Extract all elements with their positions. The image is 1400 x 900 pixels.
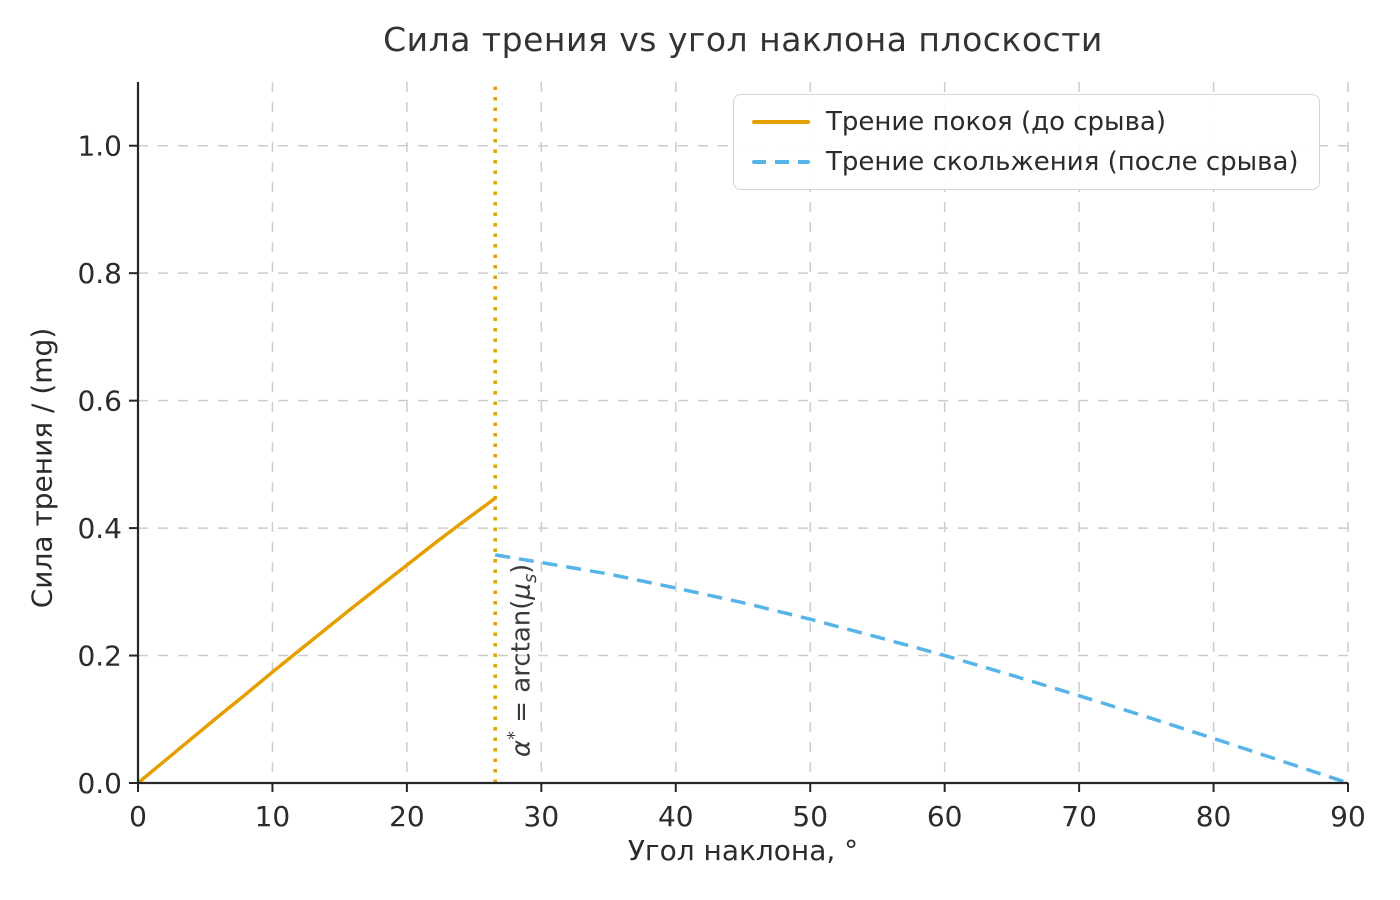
y-tick-label: 0.6 <box>77 385 122 418</box>
legend: Трение покоя (до срыва) Трение скольжени… <box>733 94 1320 190</box>
x-tick-label: 60 <box>927 800 963 833</box>
x-tick-label: 10 <box>255 800 291 833</box>
static-friction-line-swatch <box>752 120 810 124</box>
y-axis-label: Сила трения / (mg) <box>25 327 59 609</box>
critical-angle-annotation: α* = arctan(μs) <box>505 564 541 757</box>
annotation-alpha: α <box>506 739 537 757</box>
static-friction-line <box>136 496 497 785</box>
annotation-star: * <box>505 731 525 740</box>
y-tick-label: 0.2 <box>77 640 122 673</box>
legend-label-kinetic: Трение скольжения (после срыва) <box>826 147 1299 177</box>
x-tick-label: 0 <box>129 800 147 833</box>
chart-title: Сила трения vs угол наклона плоскости <box>383 20 1103 59</box>
x-tick-label: 20 <box>389 800 425 833</box>
x-tick-label: 40 <box>658 800 694 833</box>
y-tick-label: 0.4 <box>77 512 122 545</box>
y-tick-label: 0.0 <box>77 767 122 800</box>
kinetic-friction-line-swatch <box>752 160 810 164</box>
legend-label-static: Трение покоя (до срыва) <box>826 107 1166 137</box>
annotation-close: ) <box>506 563 537 574</box>
x-tick-label: 50 <box>792 800 828 833</box>
y-tick-label: 1.0 <box>77 130 122 163</box>
x-tick-label: 70 <box>1061 800 1097 833</box>
kinetic-friction-line <box>494 553 1349 785</box>
annotation-eq: = arctan( <box>506 599 537 732</box>
legend-item-static: Трение покоя (до срыва) <box>752 107 1299 137</box>
y-tick-label: 0.8 <box>77 257 122 290</box>
annotation-sub: s <box>520 573 541 584</box>
x-tick-label: 30 <box>524 800 560 833</box>
annotation-mu: μ <box>506 583 537 600</box>
x-tick-label: 90 <box>1330 800 1366 833</box>
x-axis-label: Угол наклона, ° <box>627 834 859 867</box>
x-tick-label: 80 <box>1196 800 1232 833</box>
legend-item-kinetic: Трение скольжения (после срыва) <box>752 147 1299 177</box>
